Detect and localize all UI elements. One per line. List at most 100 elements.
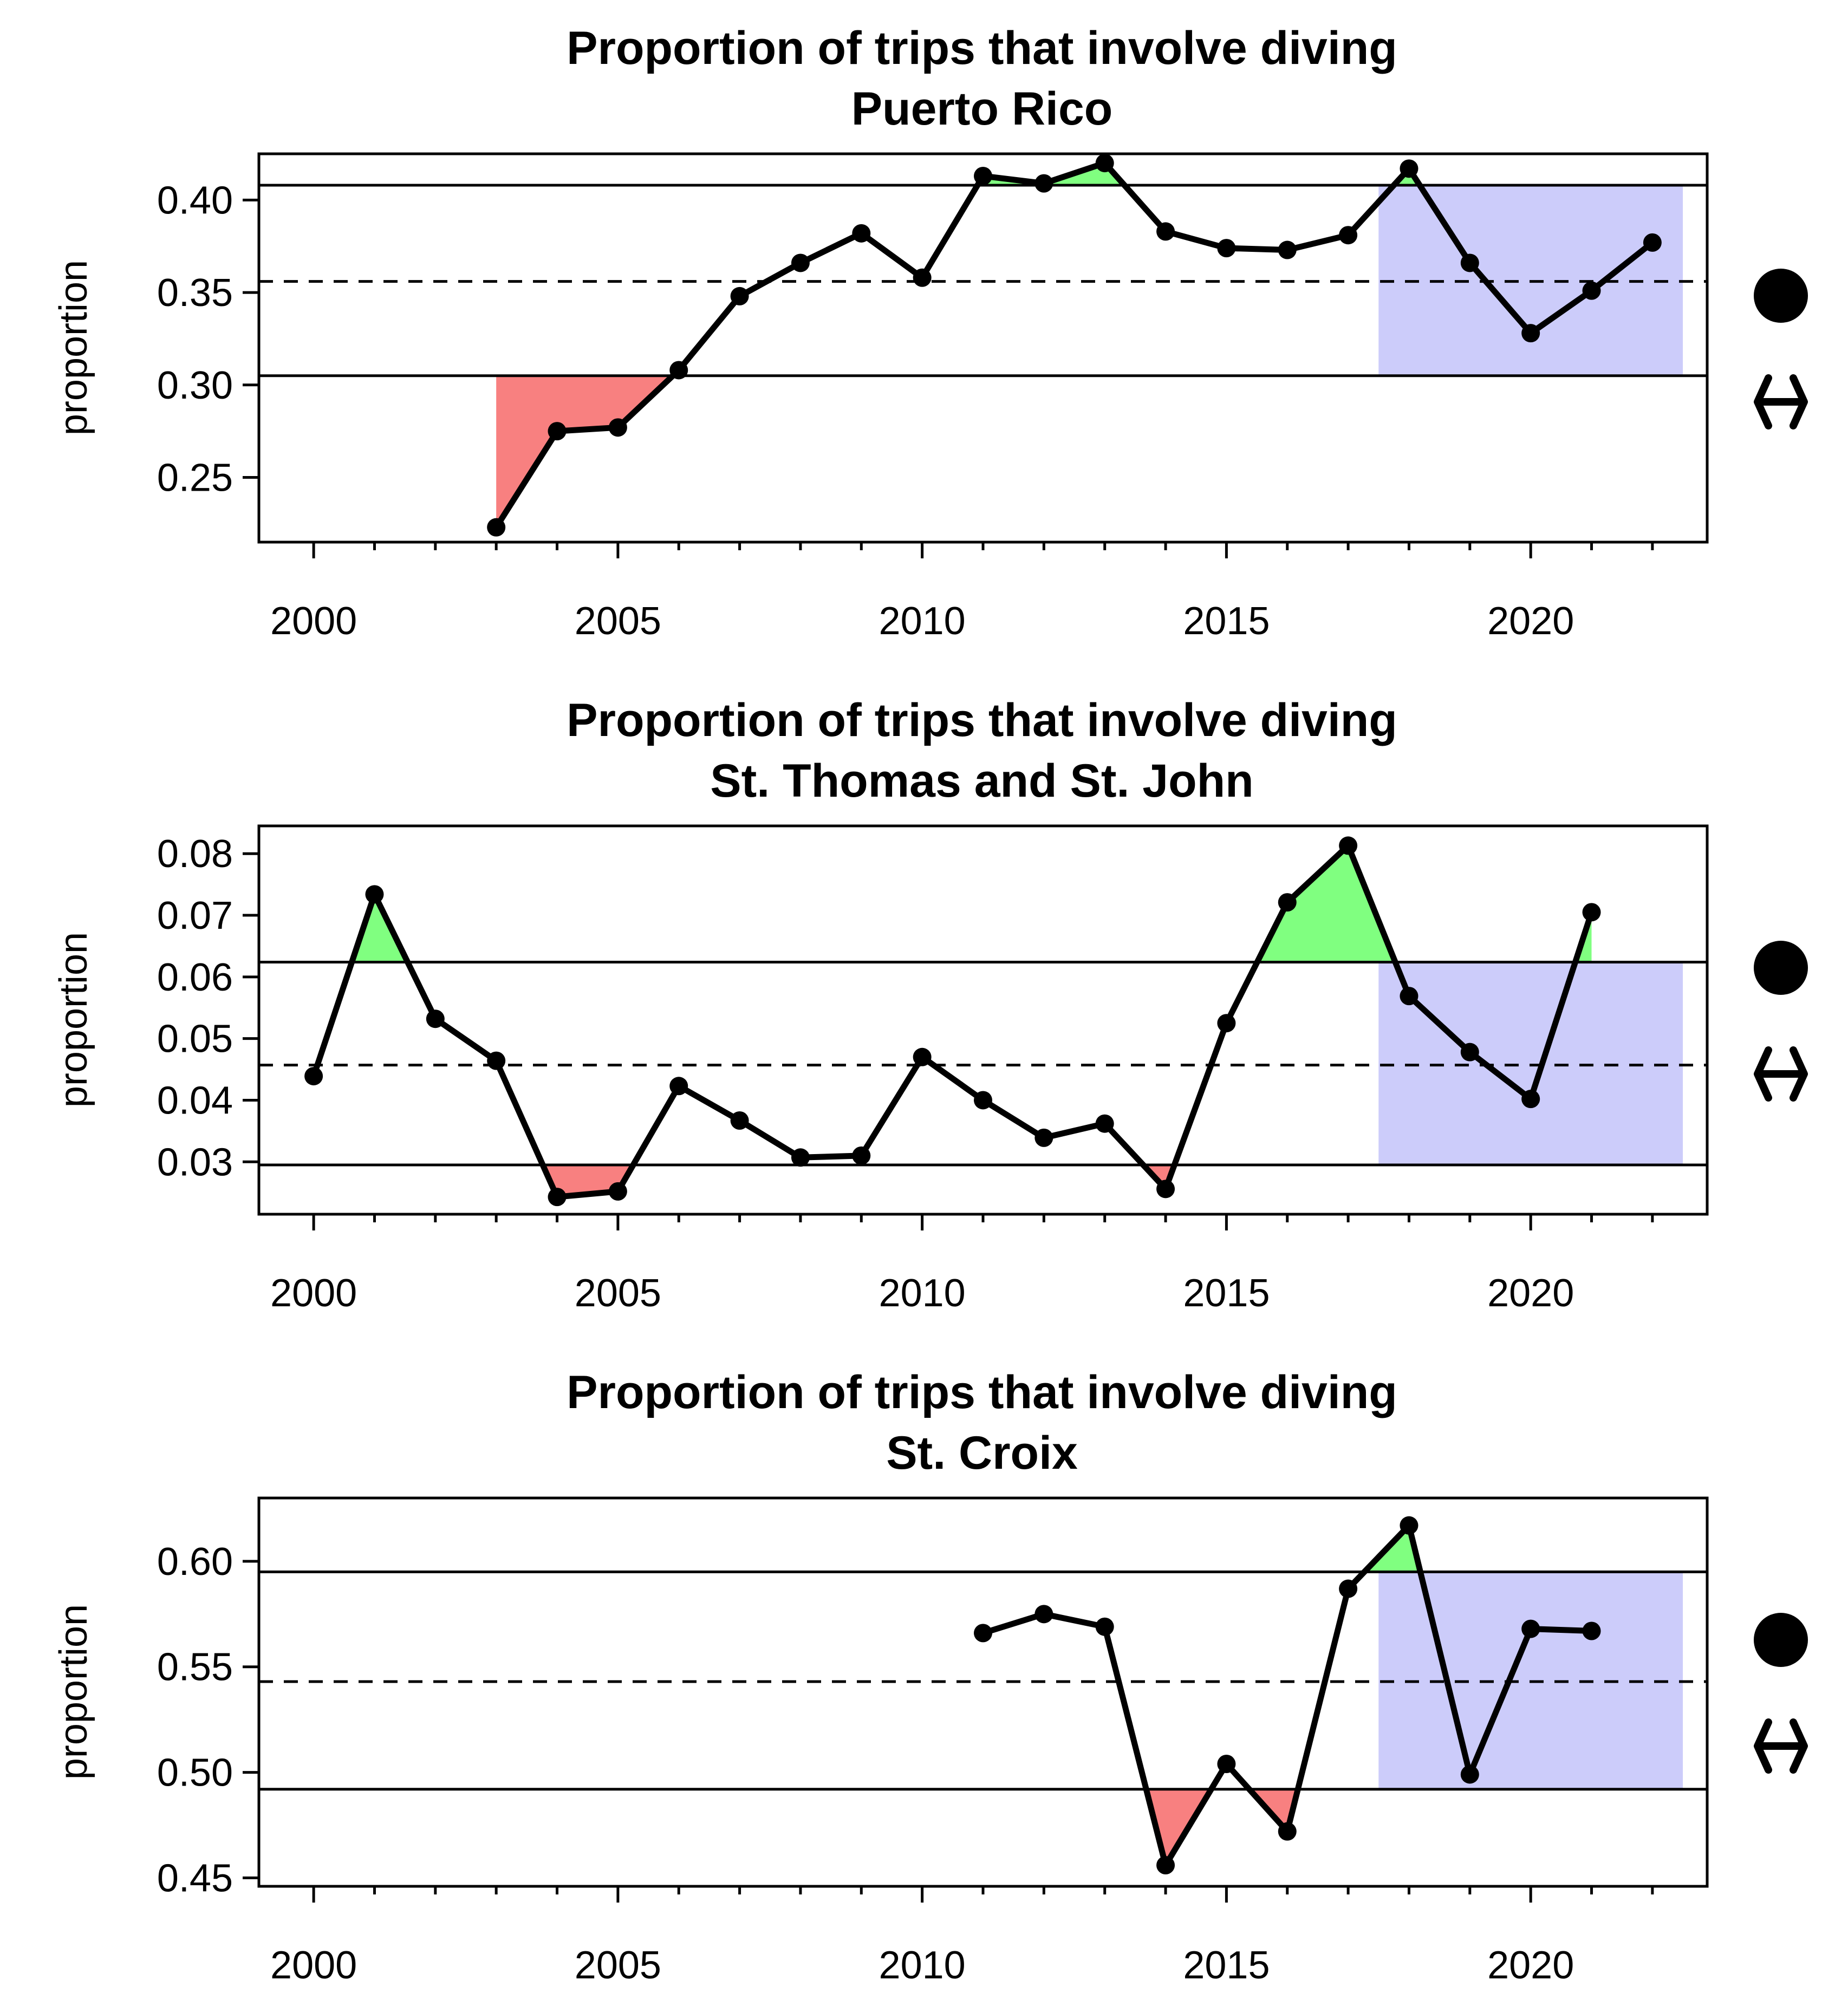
x-tick-label: 2020 <box>1487 600 1574 643</box>
data-point <box>1095 1114 1114 1133</box>
data-point <box>669 1077 688 1096</box>
data-point <box>1582 1621 1601 1640</box>
series-line <box>310 842 1595 1200</box>
data-point <box>487 518 506 537</box>
double-arrow-icon <box>1754 1718 1808 1774</box>
above-upper-fill <box>977 163 1125 186</box>
filled-circle-icon <box>1754 1613 1808 1667</box>
data-point <box>852 224 871 243</box>
data-point <box>791 253 810 272</box>
data-point <box>1521 324 1540 343</box>
double-arrow-icon <box>1754 1046 1808 1102</box>
chart-title: Proportion of trips that involve diving <box>567 22 1397 74</box>
chart-subtitle: St. Croix <box>886 1427 1078 1479</box>
recent-period-shade <box>1378 962 1683 1165</box>
data-point <box>669 361 688 380</box>
data-point <box>791 1148 810 1167</box>
x-tick-label: 2000 <box>270 600 357 643</box>
x-tick-label: 2010 <box>879 1944 966 1987</box>
filled-circle-icon <box>1754 269 1808 323</box>
data-point <box>1095 154 1114 173</box>
data-point <box>1095 1617 1114 1636</box>
data-point <box>1217 1754 1236 1773</box>
data-point <box>608 1182 627 1201</box>
data-point <box>608 418 627 437</box>
y-axis-label: proportion <box>52 260 95 435</box>
data-point <box>1460 1765 1479 1784</box>
data-point <box>730 1111 749 1130</box>
y-tick-label: 0.45 <box>157 1857 233 1900</box>
data-point <box>426 1009 445 1028</box>
data-point <box>1278 1822 1297 1841</box>
data-point <box>1582 281 1601 300</box>
data-point <box>1278 240 1297 259</box>
data-point <box>1400 1516 1418 1535</box>
y-tick-label: 0.60 <box>157 1540 233 1584</box>
data-point <box>1156 1856 1175 1875</box>
x-tick-label: 2000 <box>270 1272 357 1315</box>
data-point <box>1460 1043 1479 1061</box>
data-point <box>1521 1619 1540 1638</box>
x-tick-label: 2010 <box>879 1272 966 1315</box>
y-tick-label: 0.06 <box>157 956 233 999</box>
x-tick-label: 2020 <box>1487 1272 1574 1315</box>
x-tick-label: 2000 <box>270 1944 357 1987</box>
data-point <box>1278 893 1297 912</box>
plot-area: 2000 2005 2010 2015 2020 0.45 0.50 0.55 0.60 <box>157 1496 1709 1987</box>
data-point <box>1156 222 1175 241</box>
chart-panel-puerto-rico: Proportion of trips that involve diving … <box>52 22 1808 643</box>
x-tick-label: 2010 <box>879 600 966 643</box>
x-tick-label: 2015 <box>1183 1272 1270 1315</box>
chart-title: Proportion of trips that involve diving <box>567 1366 1397 1418</box>
data-point <box>1034 174 1053 193</box>
y-tick-label: 0.05 <box>157 1018 233 1061</box>
y-tick-label: 0.35 <box>157 271 233 315</box>
y-tick-label: 0.50 <box>157 1751 233 1795</box>
data-point <box>913 1047 932 1066</box>
y-tick-label: 0.07 <box>157 894 233 937</box>
data-point <box>913 268 932 287</box>
data-point <box>1643 233 1662 252</box>
y-axis-label: proportion <box>52 1604 95 1780</box>
data-point <box>974 1624 992 1643</box>
data-point <box>365 885 384 904</box>
chart-panel-st-thomas-st-john: Proportion of trips that involve diving … <box>52 694 1808 1315</box>
chart-title: Proportion of trips that involve diving <box>567 694 1397 746</box>
data-point <box>1400 987 1418 1006</box>
data-point <box>1217 239 1236 258</box>
x-tick-label: 2005 <box>575 1272 661 1315</box>
series-line <box>493 160 1656 531</box>
data-point <box>1156 1180 1175 1199</box>
data-point <box>974 166 992 185</box>
y-tick-label: 0.40 <box>157 179 233 222</box>
plot-area: 2000 2005 2010 2015 2020 0.25 0.30 0.35 0.40 <box>157 152 1709 643</box>
y-tick-label: 0.30 <box>157 364 233 407</box>
plot-area: 2000 2005 2010 2015 2020 0.03 0.04 0.05 0.06 0.07… <box>157 824 1709 1315</box>
data-point <box>1339 1579 1358 1598</box>
data-point <box>304 1067 323 1086</box>
data-point <box>730 286 749 305</box>
chart-subtitle: St. Thomas and St. John <box>710 755 1253 807</box>
data-point <box>1034 1605 1053 1624</box>
x-tick-label: 2020 <box>1487 1944 1574 1987</box>
data-point <box>487 1051 506 1070</box>
data-point <box>1460 253 1479 272</box>
data-point <box>1339 836 1358 855</box>
y-tick-label: 0.04 <box>157 1079 233 1122</box>
data-point <box>852 1146 871 1165</box>
y-tick-label: 0.03 <box>157 1141 233 1184</box>
data-point <box>548 422 567 441</box>
x-tick-label: 2015 <box>1183 1944 1270 1987</box>
above-upper-fill <box>1257 845 1396 962</box>
data-point <box>974 1091 992 1110</box>
double-arrow-icon <box>1754 374 1808 429</box>
data-point <box>548 1188 567 1207</box>
chart-panel-st-croix: Proportion of trips that involve diving … <box>52 1366 1808 1987</box>
filled-circle-icon <box>1754 941 1808 995</box>
data-point <box>1339 226 1358 245</box>
x-tick-label: 2005 <box>575 600 661 643</box>
y-tick-label: 0.08 <box>157 832 233 876</box>
y-tick-label: 0.25 <box>157 457 233 500</box>
data-point <box>1034 1128 1053 1147</box>
